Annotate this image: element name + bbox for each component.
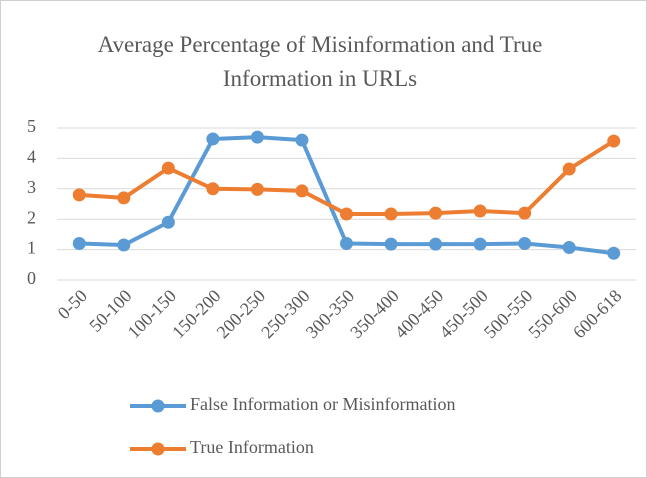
x-tick-label: 250-300: [257, 286, 314, 343]
data-point: [607, 134, 621, 148]
data-point: [562, 162, 576, 176]
data-point: [117, 238, 131, 252]
data-point: [72, 188, 86, 202]
x-tick-label: 300-350: [302, 286, 359, 343]
data-point: [429, 237, 443, 251]
y-tick-label: 2: [27, 207, 36, 227]
data-point: [250, 182, 264, 196]
x-tick-label: 350-400: [346, 286, 403, 343]
x-tick-label: 600-618: [569, 286, 626, 343]
legend-label: True Information: [190, 437, 314, 457]
y-tick-label: 1: [27, 238, 36, 258]
legend-label: False Information or Misinformation: [190, 394, 455, 414]
legend-marker: [151, 442, 165, 456]
data-point: [161, 161, 175, 175]
data-point: [607, 246, 621, 260]
y-tick-label: 0: [27, 268, 36, 288]
data-point: [117, 191, 131, 205]
y-tick-label: 5: [27, 116, 36, 136]
data-point: [72, 237, 86, 251]
y-tick-label: 3: [27, 177, 36, 197]
x-tick-label: 0-50: [54, 286, 91, 323]
x-tick-label: 400-450: [391, 286, 448, 343]
legend-marker: [151, 399, 165, 413]
data-point: [473, 237, 487, 251]
data-point: [384, 207, 398, 221]
data-point: [250, 130, 264, 144]
y-tick-label: 4: [27, 147, 36, 167]
x-tick-label: 200-250: [213, 286, 270, 343]
data-point: [518, 206, 532, 220]
data-point: [340, 207, 353, 221]
data-point: [562, 240, 576, 254]
data-point: [295, 184, 309, 198]
x-tick-label: 150-200: [168, 286, 225, 343]
data-point: [518, 237, 532, 251]
x-tick-label: 550-600: [524, 286, 581, 343]
data-point: [340, 237, 353, 251]
series-line: [79, 135, 614, 256]
x-tick-label: 100-150: [124, 286, 181, 343]
data-point: [429, 206, 443, 220]
series-line: [79, 139, 615, 217]
data-point: [384, 237, 398, 251]
data-point: [206, 132, 220, 146]
x-tick-label: 450-500: [435, 286, 492, 343]
data-point: [473, 204, 487, 218]
x-tick-label: 500-550: [480, 286, 537, 343]
data-point: [206, 182, 220, 196]
data-point: [295, 133, 309, 147]
data-point: [161, 215, 175, 229]
chart-title: Average Percentage of Misinformation and…: [97, 32, 543, 91]
